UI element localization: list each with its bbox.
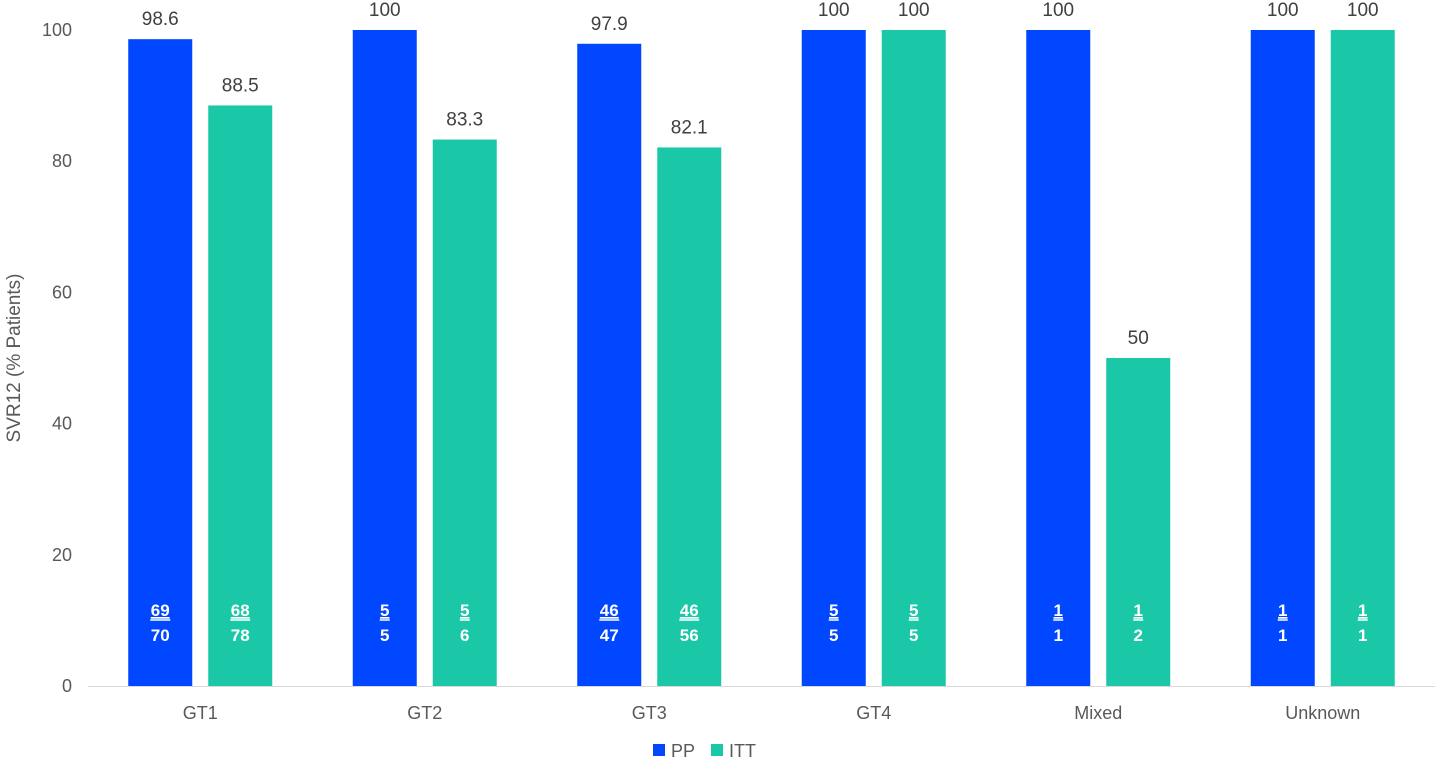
y-tick-label: 100: [42, 20, 72, 40]
data-label: 100: [1347, 0, 1379, 21]
data-label: 50: [1128, 328, 1149, 349]
numerator-label: 68: [231, 601, 250, 620]
x-tick-label: GT4: [856, 703, 891, 723]
numerator-label: 5: [829, 601, 838, 620]
x-tick-label: Unknown: [1285, 703, 1360, 723]
bar-itt-gt4: [881, 30, 946, 686]
bar-pp-mixed: [1026, 30, 1091, 686]
denominator-label: 47: [600, 626, 619, 645]
x-tick-label: GT1: [183, 703, 218, 723]
value-labels: 98.6697088.568781005583.35697.9464782.14…: [142, 0, 1379, 645]
denominator-label: 2: [1134, 626, 1143, 645]
bar-itt-mixed: [1106, 358, 1171, 686]
y-tick-label: 80: [52, 151, 72, 171]
denominator-label: 6: [460, 626, 469, 645]
data-label: 100: [818, 0, 850, 21]
legend[interactable]: PP ITT: [653, 741, 756, 759]
bar-pp-gt3: [577, 43, 642, 686]
denominator-label: 1: [1358, 626, 1367, 645]
bar-itt-gt3: [657, 147, 722, 686]
denominator-label: 1: [1054, 626, 1063, 645]
bar-pp-unknown: [1250, 30, 1315, 686]
y-tick-label: 20: [52, 545, 72, 565]
numerator-label: 46: [600, 601, 619, 620]
bar-itt-gt1: [208, 105, 273, 686]
legend-swatch-pp[interactable]: [653, 744, 665, 756]
legend-swatch-itt[interactable]: [711, 744, 723, 756]
numerator-label: 1: [1134, 601, 1143, 620]
bar-pp-gt2: [352, 30, 417, 686]
numerator-label: 5: [380, 601, 389, 620]
numerator-label: 1: [1054, 601, 1063, 620]
denominator-label: 5: [380, 626, 389, 645]
data-label: 100: [1267, 0, 1299, 21]
y-tick-label: 60: [52, 282, 72, 302]
numerator-label: 46: [680, 601, 699, 620]
y-axis: 0 20 40 60 80 100: [42, 20, 1435, 696]
legend-label-pp[interactable]: PP: [671, 741, 695, 759]
data-label: 88.5: [222, 75, 259, 96]
bar-pp-gt4: [801, 30, 866, 686]
denominator-label: 78: [231, 626, 250, 645]
bar-pp-gt1: [128, 39, 193, 686]
bar-itt-unknown: [1330, 30, 1395, 686]
numerator-label: 1: [1278, 601, 1287, 620]
data-label: 82.1: [671, 117, 708, 138]
numerator-label: 5: [460, 601, 469, 620]
bars: [128, 30, 1395, 686]
data-label: 100: [369, 0, 401, 21]
denominator-label: 1: [1278, 626, 1287, 645]
x-tick-label: Mixed: [1074, 703, 1122, 723]
bar-itt-gt2: [432, 139, 497, 686]
numerator-label: 1: [1358, 601, 1367, 620]
x-axis: GT1 GT2 GT3 GT4 Mixed Unknown: [183, 703, 1361, 723]
data-label: 83.3: [446, 110, 483, 131]
y-tick-label: 40: [52, 414, 72, 434]
data-label: 98.6: [142, 9, 179, 30]
data-label: 100: [898, 0, 930, 21]
legend-label-itt[interactable]: ITT: [729, 741, 756, 759]
denominator-label: 70: [151, 626, 170, 645]
denominator-label: 5: [909, 626, 918, 645]
data-label: 97.9: [591, 14, 628, 35]
data-label: 100: [1042, 0, 1074, 21]
y-tick-label: 0: [62, 676, 72, 696]
x-tick-label: GT3: [632, 703, 667, 723]
denominator-label: 5: [829, 626, 838, 645]
x-tick-label: GT2: [407, 703, 442, 723]
y-axis-title: SVR12 (% Patients): [4, 274, 25, 443]
denominator-label: 56: [680, 626, 699, 645]
numerator-label: 5: [909, 601, 918, 620]
numerator-label: 69: [151, 601, 170, 620]
